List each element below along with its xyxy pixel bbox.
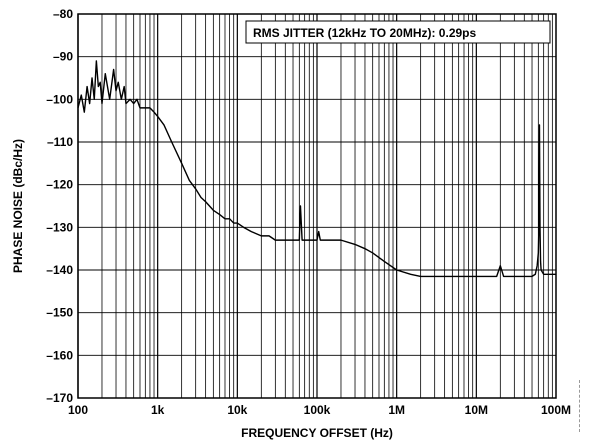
x-tick-labels: 100 1k 10k 100k 1M 10M 100M (68, 403, 571, 417)
x-tick-label: 100 (68, 403, 88, 417)
grid (77, 13, 556, 399)
y-tick-label: –90 (53, 50, 73, 64)
x-tick-label: 100M (541, 403, 571, 417)
phase-noise-series (77, 60, 556, 278)
x-axis-title: FREQUENCY OFFSET (Hz) (241, 426, 393, 440)
x-tick-label: 100k (304, 403, 331, 417)
y-tick-label: –110 (47, 135, 73, 149)
y-tick-label: –160 (46, 348, 73, 362)
x-tick-label: 1M (388, 403, 405, 417)
plot-frame (77, 13, 557, 399)
x-tick-label: 10M (465, 403, 488, 417)
x-tick-label: 10k (227, 403, 247, 417)
y-tick-label: –150 (46, 306, 73, 320)
y-tick-label: –140 (46, 263, 73, 277)
y-tick-label: –130 (46, 220, 73, 234)
annotation-box (245, 20, 551, 44)
y-tick-label: –100 (46, 92, 73, 106)
annotation-text: RMS JITTER (12kHz TO 20MHz): 0.29ps (253, 26, 476, 40)
y-axis-title: PHASE NOISE (dBc/Hz) (11, 139, 25, 273)
y-tick-labels: –80 –90 –100 –110 –120 –130 –140 –150 –160 –170 (46, 7, 73, 405)
y-tick-label: –120 (46, 178, 73, 192)
y-tick-label: –170 (46, 391, 73, 405)
series-layer (77, 60, 556, 278)
y-tick-label: –80 (53, 7, 73, 21)
figure-stamp (579, 380, 588, 432)
x-tick-label: 1k (151, 403, 165, 417)
